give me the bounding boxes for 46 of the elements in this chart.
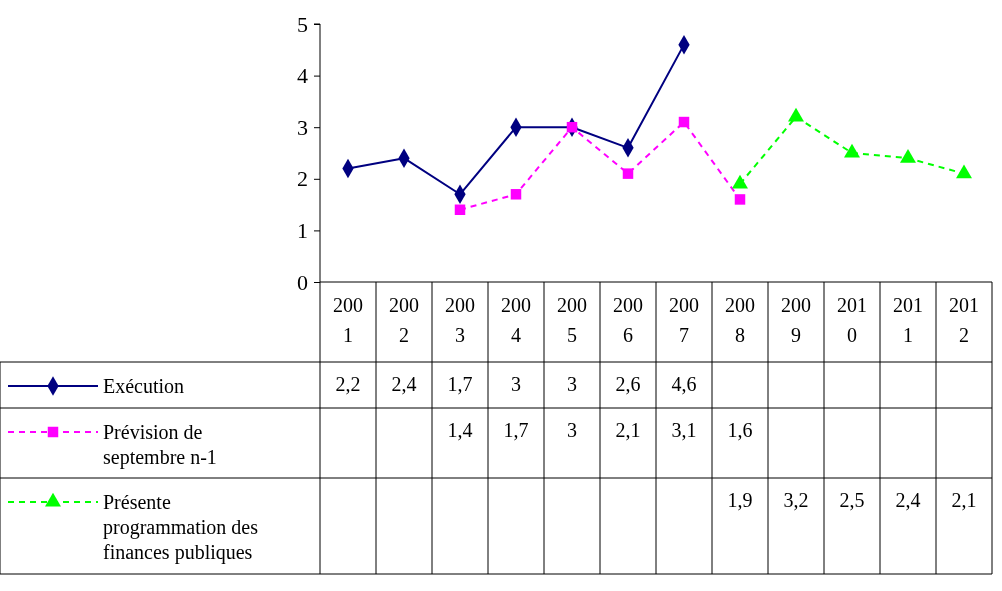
legend-label: Prévision de septembre n-1 [103,421,217,469]
x-tick-label: 2011 [893,294,923,346]
point [454,204,466,215]
x-tick-label: 2002 [389,294,419,346]
point [566,121,578,133]
x-tick-label: 2009 [781,294,811,346]
point [622,168,634,179]
data-label: 1,7 [503,419,529,441]
x-tick-label: 2003 [445,294,475,346]
x-tick-label: 2007 [669,294,699,346]
y-tick-label: 0 [297,269,308,295]
y-tick-label: 4 [297,63,308,89]
data-label: 3 [567,373,577,395]
data-label: 1,7 [447,373,473,395]
x-tick-label: 2008 [725,294,755,346]
data-label: 2,1 [951,489,977,511]
y-tick-label: 1 [297,217,308,243]
legend-label: Présente programmation des finances publiques [103,491,259,564]
x-tick-label: 2001 [333,294,363,346]
data-label: 2,6 [615,373,641,395]
x-tick-label: 2010 [837,294,867,346]
data-label: 2,5 [839,489,865,511]
x-tick-label: 2006 [613,294,643,346]
data-label: 3,2 [783,489,809,511]
point [956,164,972,179]
data-label: 2,4 [391,373,417,395]
y-tick-label: 5 [297,11,308,37]
data-label: 2,4 [895,489,921,511]
data-label: 3 [567,419,577,441]
point [678,116,690,128]
data-label: 3 [511,373,521,395]
point [510,189,522,200]
data-label: 1,9 [727,489,753,511]
y-tick-label: 2 [297,166,308,192]
data-label: 2,1 [615,419,641,441]
y-tick-label: 3 [297,114,308,140]
data-label: 2,2 [335,373,361,395]
x-tick-label: 2012 [949,294,979,346]
data-label: 4,6 [671,373,697,395]
data-label: 1,4 [447,419,473,441]
data-label: 1,6 [727,419,753,441]
x-tick-label: 2004 [501,294,531,346]
data-label: 3,1 [671,419,697,441]
legend-label: Exécution [103,375,185,397]
x-tick-label: 2005 [557,294,587,346]
point [734,194,746,205]
